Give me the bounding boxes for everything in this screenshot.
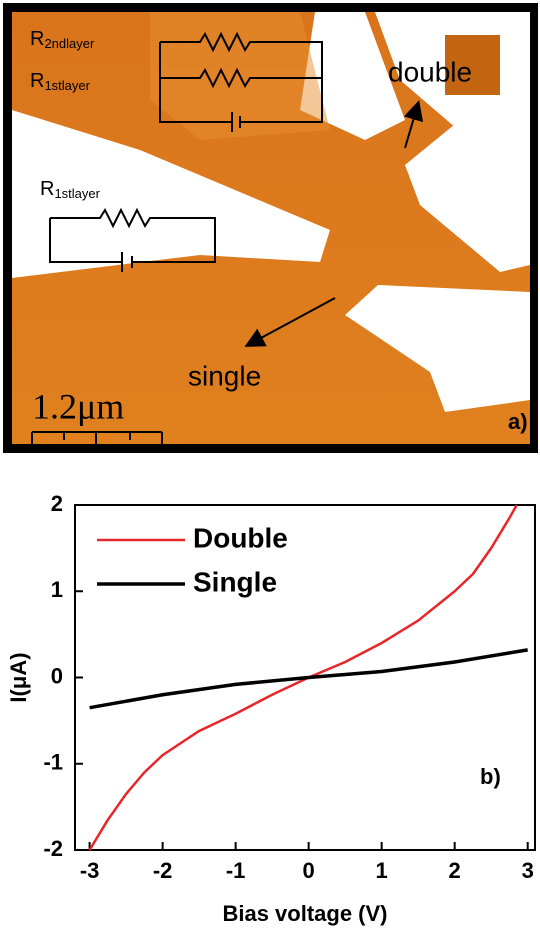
x-tick-label: -2 (153, 858, 173, 883)
scale-bar (31, 431, 163, 444)
chart: -2 -1 0 1 2 -3 -2 -1 0 1 2 3 Bias voltage (V) I(μA) b)… (6, 491, 536, 926)
resistor-label: R2ndlayer (30, 28, 95, 51)
circuit-bottom: R1stlayer (40, 178, 216, 272)
annotation: single (188, 360, 261, 391)
y-tick-label: -2 (43, 836, 63, 861)
resistor-label: R1stlayer (40, 178, 101, 201)
x-tick-label: 3 (522, 858, 534, 883)
scale-bar-label: 1.2μm (32, 386, 124, 426)
y-tick-label: 2 (51, 491, 63, 516)
x-tick-label: 0 (303, 858, 315, 883)
y-tick-label: -1 (43, 750, 63, 775)
panel-label: a) (508, 409, 528, 434)
x-axis-label: Bias voltage (V) (222, 901, 387, 926)
resistor-label: R1stlayer (30, 70, 91, 93)
x-tick-label: -1 (226, 858, 246, 883)
arrow (244, 297, 336, 347)
y-axis-label: I(μA) (6, 652, 31, 702)
panel-label: b) (480, 764, 501, 789)
line-series (89, 648, 528, 710)
legend-label: Double (193, 522, 288, 553)
arrow (403, 100, 424, 149)
y-tick-label: 0 (51, 663, 63, 688)
circuit-top: R2ndlayer R1stlayer (30, 28, 323, 132)
x-tick-label: 2 (449, 858, 461, 883)
legend-label: Single (193, 566, 277, 597)
x-tick-label: 1 (376, 858, 388, 883)
y-tick-label: 1 (51, 577, 63, 602)
x-tick-label: -3 (80, 858, 100, 883)
annotation: double (388, 56, 472, 87)
